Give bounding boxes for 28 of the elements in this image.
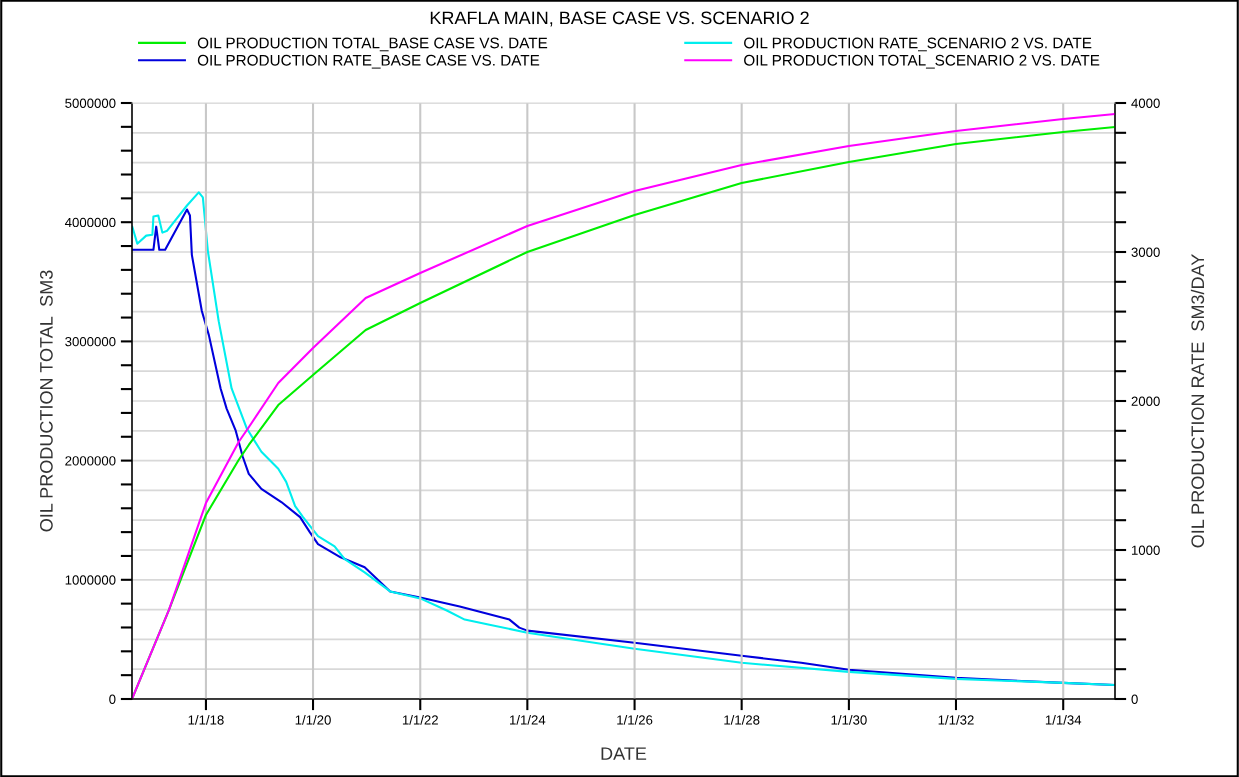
x-tick-label: 1/1/30 (831, 714, 867, 725)
x-axis-title: DATE (601, 747, 647, 760)
y2-axis-title: OIL PRODUCTION RATE SM3/DAY (1190, 254, 1205, 548)
x-tick-label: 1/1/24 (510, 714, 546, 725)
x-tick-label: 1/1/34 (1045, 714, 1082, 725)
legend-label: OIL PRODUCTION RATE_SCENARIO 2 VS. DATE (744, 37, 1092, 52)
chart-title: KRAFLA MAIN, BASE CASE VS. SCENARIO 2 (430, 11, 809, 27)
x-tick-label: 1/1/26 (617, 714, 653, 725)
legend-label: OIL PRODUCTION TOTAL_SCENARIO 2 VS. DATE (744, 54, 1100, 69)
x-tick-label: 1/1/20 (295, 714, 331, 725)
y2-tick-label: 0 (1131, 694, 1138, 704)
x-tick-label: 1/1/32 (938, 714, 974, 725)
x-tick-label: 1/1/22 (402, 714, 438, 725)
y2-tick-label: 4000 (1131, 98, 1160, 108)
legend-label: OIL PRODUCTION TOTAL_BASE CASE VS. DATE (197, 37, 548, 52)
legend-label: OIL PRODUCTION RATE_BASE CASE VS. DATE (197, 54, 540, 69)
x-tick-label: 1/1/18 (188, 714, 224, 725)
y-tick-label: 0 (109, 694, 116, 704)
y-tick-label: 1000000 (65, 575, 116, 585)
y2-tick-label: 3000 (1131, 247, 1160, 257)
y-tick-label: 5000000 (65, 98, 116, 108)
y2-tick-label: 2000 (1131, 396, 1160, 406)
y-tick-label: 2000000 (65, 456, 116, 466)
x-tick-label: 1/1/28 (724, 714, 760, 725)
y-tick-label: 4000000 (64, 217, 116, 228)
y2-tick-label: 1000 (1131, 545, 1160, 555)
y-tick-label: 3000000 (65, 336, 116, 347)
y-axis-title: OIL PRODUCTION TOTAL SM3 (39, 270, 53, 532)
